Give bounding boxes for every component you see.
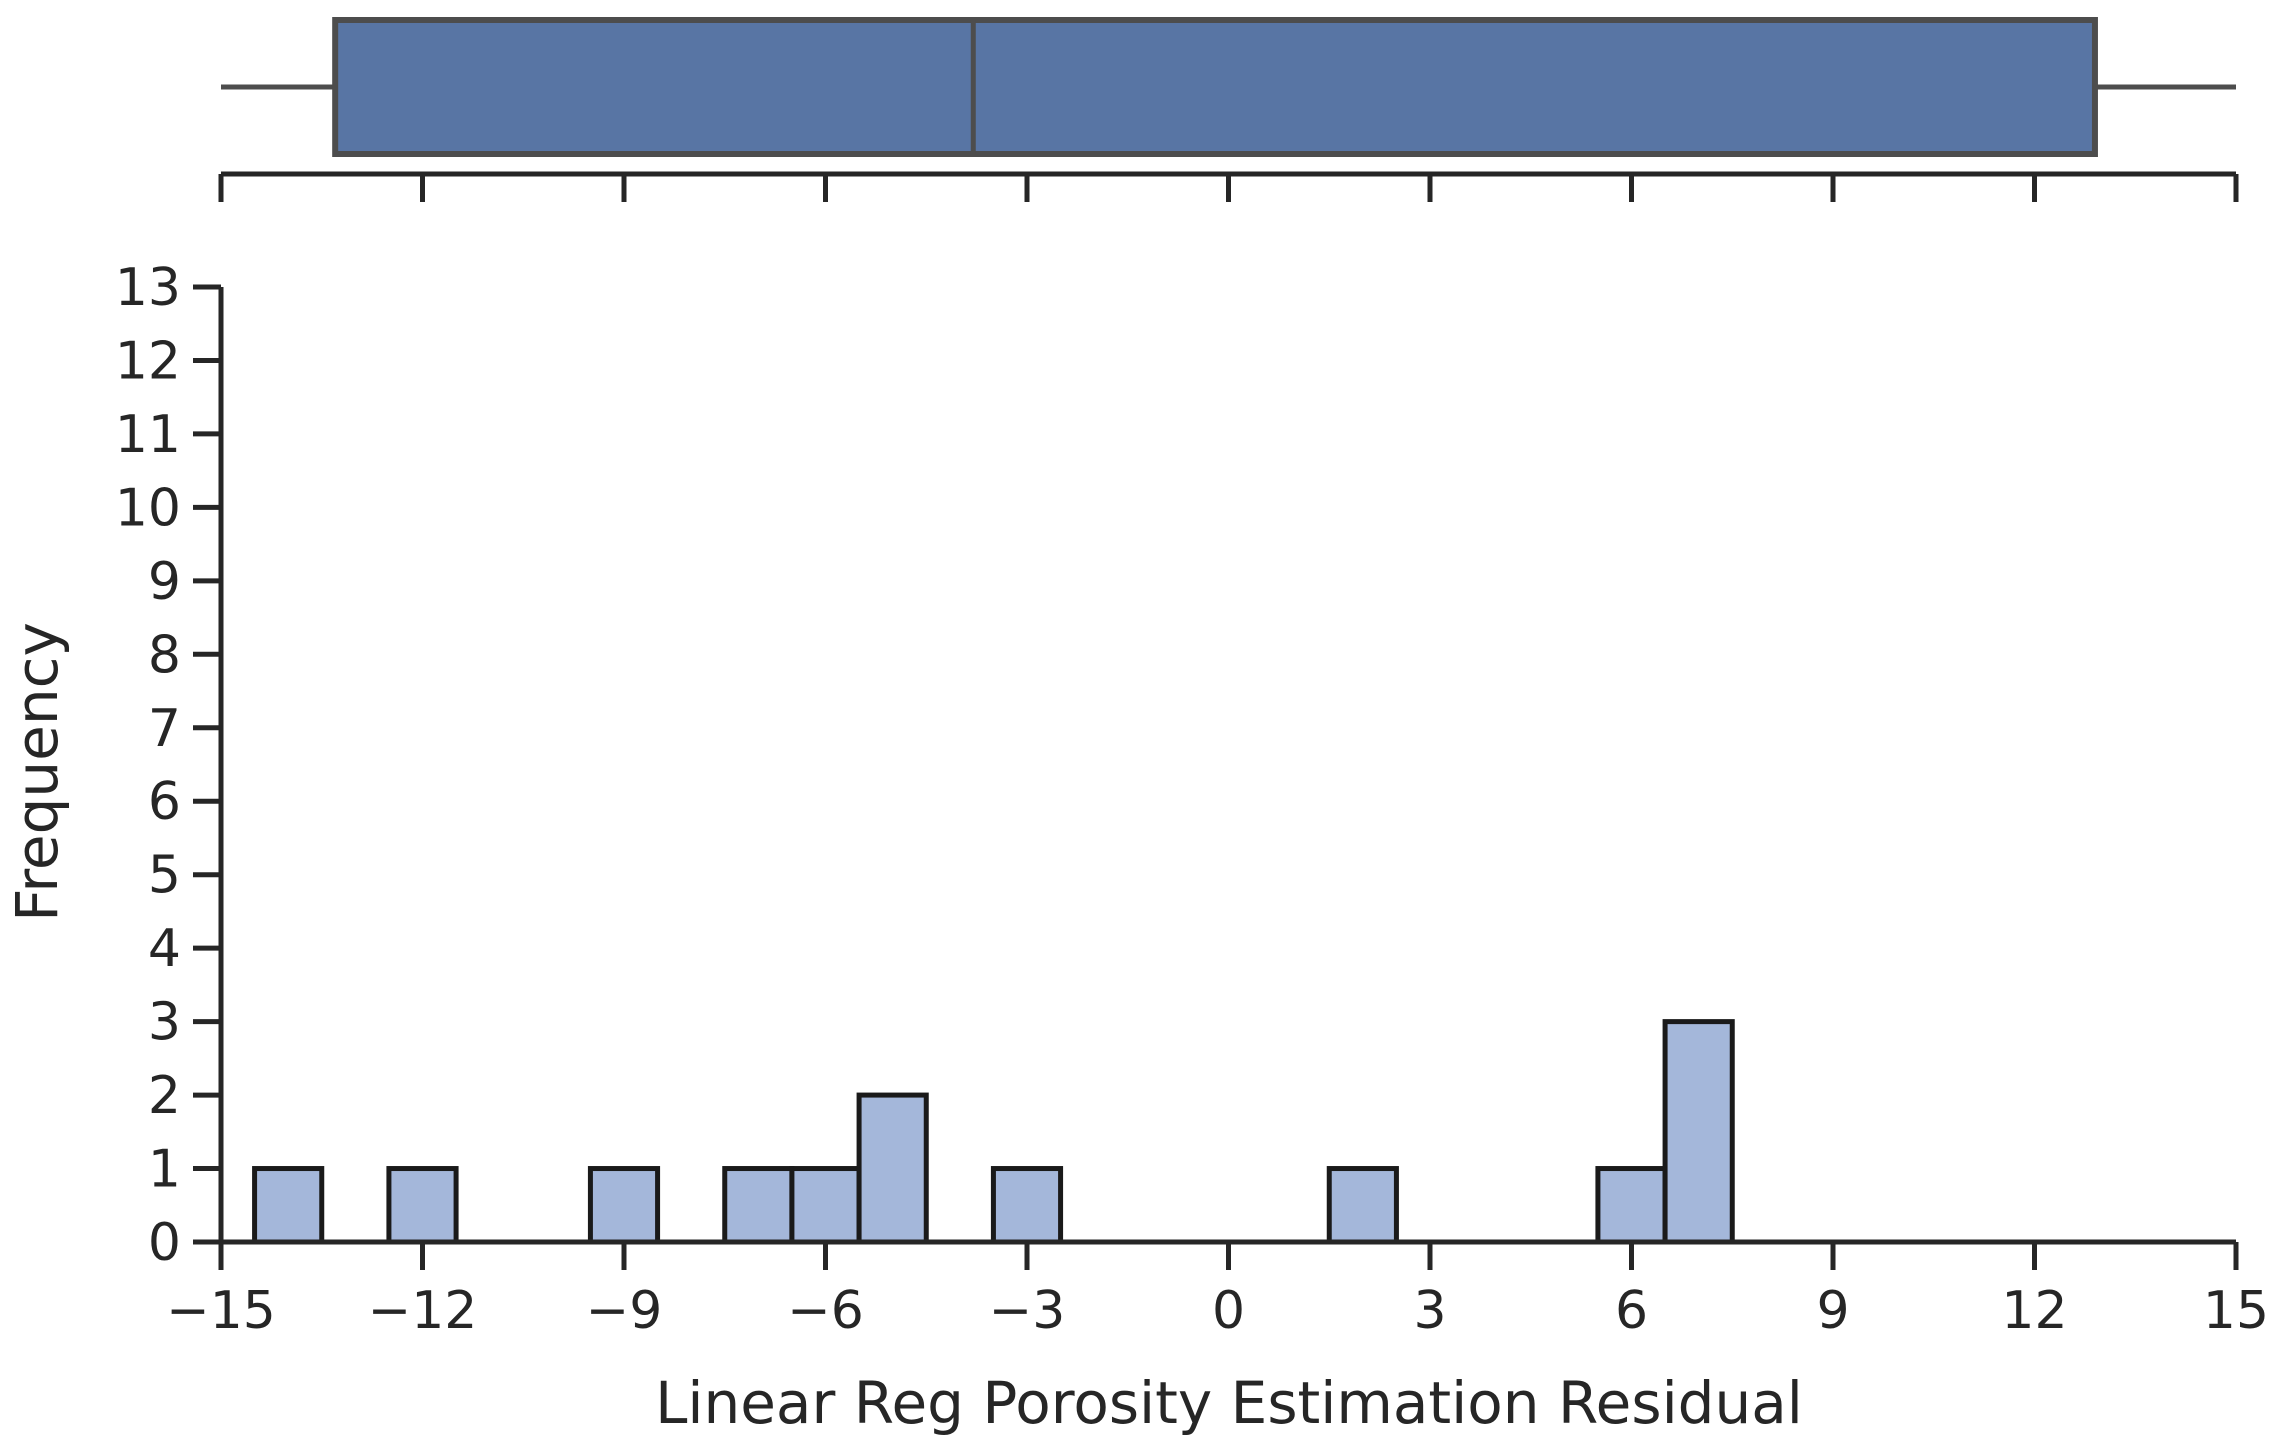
histogram-bar-4	[789, 1166, 862, 1245]
histogram-bar-5	[856, 1092, 929, 1245]
y-tick-label-10: 10	[115, 478, 181, 538]
x-tick-label-2: −9	[586, 1281, 663, 1341]
histogram-bar-9	[1662, 1019, 1735, 1245]
y-tick-label-2: 2	[148, 1066, 181, 1126]
x-tick-label-10: 15	[2203, 1281, 2269, 1341]
histogram-bar-7	[1326, 1166, 1399, 1245]
y-tick-label-11: 11	[115, 405, 181, 465]
marginal-boxplot	[221, 17, 2236, 157]
histogram-bar-6	[990, 1166, 1064, 1245]
y-tick-label-9: 9	[148, 552, 181, 612]
boxplot-x-axis	[218, 171, 2239, 202]
y-tick-label-3: 3	[148, 993, 181, 1053]
histogram-bar-0	[252, 1166, 325, 1245]
x-tick-label-1: −12	[368, 1281, 478, 1341]
histogram-bars	[252, 1019, 1735, 1245]
y-tick-label-4: 4	[148, 919, 181, 979]
y-tick-label-6: 6	[148, 772, 181, 832]
x-tick-label-8: 9	[1816, 1281, 1849, 1341]
histogram-bar-2	[587, 1166, 661, 1245]
x-tick-label-6: 3	[1413, 1281, 1446, 1341]
x-tick-label-9: 12	[2001, 1281, 2067, 1341]
y-tick-label-13: 13	[115, 258, 181, 318]
x-tick-label-0: −15	[166, 1281, 276, 1341]
x-axis-title: Linear Reg Porosity Estimation Residual	[655, 1369, 1803, 1437]
y-tick-label-1: 1	[148, 1140, 181, 1200]
y-tick-label-5: 5	[148, 846, 181, 906]
x-tick-label-3: −6	[787, 1281, 864, 1341]
y-tick-label-7: 7	[148, 699, 181, 759]
histogram-bar-8	[1595, 1166, 1668, 1245]
histogram-bar-1	[386, 1166, 459, 1245]
y-tick-label-12: 12	[115, 331, 181, 391]
y-tick-label-8: 8	[148, 625, 181, 685]
x-tick-label-4: −3	[989, 1281, 1066, 1341]
y-axis-title: Frequency	[3, 622, 71, 922]
x-tick-label-5: 0	[1212, 1281, 1245, 1341]
boxplot-box	[332, 17, 2098, 157]
y-tick-label-0: 0	[148, 1213, 181, 1273]
x-tick-label-7: 6	[1615, 1281, 1648, 1341]
histogram-bar-3	[722, 1166, 795, 1245]
